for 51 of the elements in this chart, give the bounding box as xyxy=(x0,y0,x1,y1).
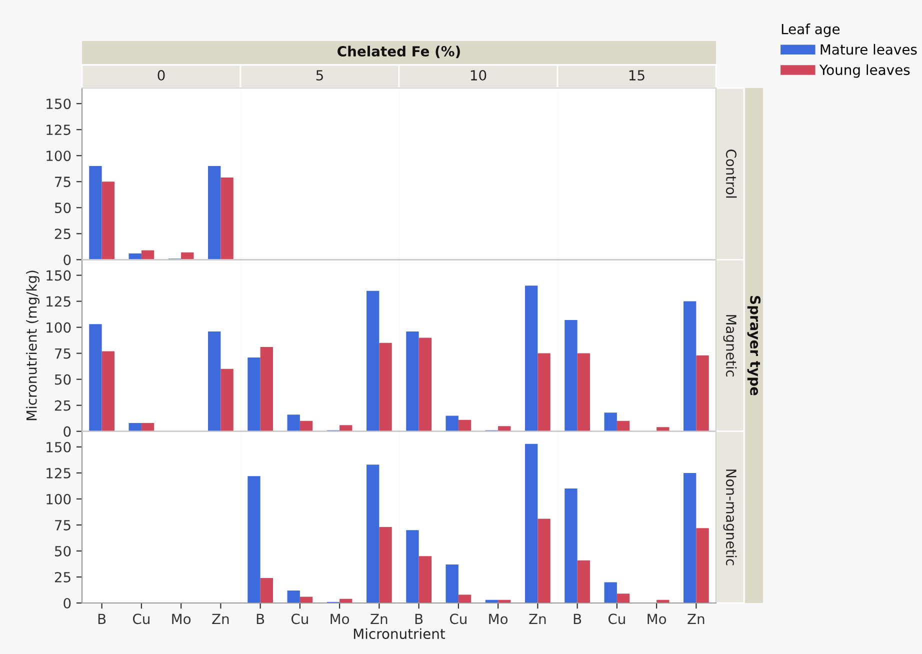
x-tick-label: B xyxy=(574,614,582,624)
y-tick-label: 125 xyxy=(46,124,70,136)
y-tick-label: 100 xyxy=(46,150,71,162)
x-tick-label: Zn xyxy=(529,614,546,624)
y-tick-label: 125 xyxy=(46,296,70,307)
y-tick-label: 100 xyxy=(46,322,71,333)
legend-title: Leaf age xyxy=(782,24,840,37)
y2-axis-title: Magnetic xyxy=(723,315,737,376)
y-tick-label: 0 xyxy=(64,598,71,608)
x-tick-label: B xyxy=(415,614,423,624)
x-tick-label: Cu xyxy=(291,614,308,624)
x-tick-label: Mo xyxy=(648,614,666,624)
y-tick-label: 50 xyxy=(54,546,71,556)
y-tick-label: 25 xyxy=(54,400,70,411)
y-tick-label: 25 xyxy=(54,572,70,582)
legend-label: Young leaves xyxy=(819,64,910,78)
chart-title: Chelated Fe (%) xyxy=(338,46,460,58)
x-tick-label: Cu xyxy=(450,614,466,624)
y-tick-label: 0 xyxy=(64,254,71,266)
y-tick-label: 75 xyxy=(55,176,70,188)
text: 15 xyxy=(629,70,644,81)
y2-axis-title: Control xyxy=(726,150,737,198)
y-tick-label: 150 xyxy=(46,270,71,281)
x-tick-label: Cu xyxy=(608,614,625,624)
y-tick-label: 50 xyxy=(54,374,71,385)
y-tick-label: 75 xyxy=(55,520,70,530)
y-axis-title: Micronutrient (mg/kg) xyxy=(26,270,40,420)
legend-label: Mature leaves xyxy=(820,44,917,55)
x-tick-label: Mo xyxy=(330,614,350,624)
text: 0 xyxy=(158,70,165,81)
x-axis-title: Micronutrient xyxy=(354,628,446,640)
y-tick-label: 50 xyxy=(54,202,71,214)
y-tick-label: 75 xyxy=(55,348,70,359)
y-tick-label: 0 xyxy=(64,426,71,437)
y-tick-label: 100 xyxy=(46,494,71,504)
x-tick-label: Zn xyxy=(370,614,388,624)
text: Sprayer type xyxy=(747,296,761,396)
y2-axis-title: Non-magnetic xyxy=(723,470,737,566)
y-tick-label: 25 xyxy=(54,228,70,240)
x-tick-label: B xyxy=(256,614,264,624)
x-tick-label: Cu xyxy=(132,614,150,624)
x-tick-label: Mo xyxy=(172,614,191,624)
x-tick-label: Zn xyxy=(212,614,229,624)
y-tick-label: 150 xyxy=(46,98,71,110)
y-tick-label: 150 xyxy=(46,442,71,452)
x-tick-label: B xyxy=(98,614,106,624)
text: 5 xyxy=(316,70,323,81)
text: 10 xyxy=(470,70,486,81)
y-tick-label: 125 xyxy=(46,468,70,478)
x-tick-label: Mo xyxy=(489,614,508,624)
x-tick-label: Zn xyxy=(688,614,704,624)
